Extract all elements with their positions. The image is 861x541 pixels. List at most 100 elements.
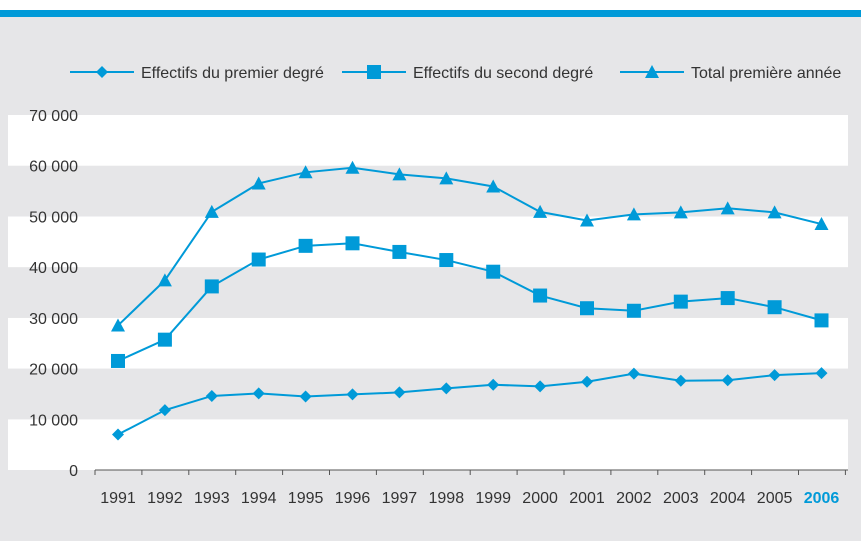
- data-point: [580, 213, 594, 227]
- legend-item: Effectifs du premier degré: [70, 65, 324, 82]
- data-point: [580, 301, 594, 316]
- data-point: [720, 291, 735, 306]
- series-triangle: [111, 160, 829, 332]
- axes: [94, 469, 848, 475]
- x-tick-label: 2005: [757, 490, 793, 507]
- data-point: [767, 300, 782, 315]
- data-point: [486, 264, 501, 279]
- data-point: [204, 279, 219, 294]
- grid-band: [8, 368, 848, 420]
- data-point: [581, 375, 593, 388]
- data-point: [815, 367, 828, 380]
- series-line: [117, 242, 822, 362]
- x-tick-label: 1995: [288, 490, 324, 507]
- data-point: [392, 244, 407, 259]
- y-tick-label: 40 000: [29, 260, 78, 277]
- grid-band: [8, 419, 848, 470]
- data-point: [814, 313, 829, 328]
- data-point: [111, 353, 125, 368]
- x-tick-label: 1992: [147, 490, 183, 507]
- data-point: [673, 205, 688, 219]
- data-point: [626, 207, 641, 221]
- data-point: [157, 273, 172, 287]
- data-point: [487, 378, 500, 391]
- data-point: [346, 388, 359, 401]
- data-point: [205, 389, 218, 402]
- plot-background-bands: [8, 115, 848, 470]
- x-tick-label: 2000: [522, 490, 558, 507]
- legend-marker: [96, 66, 108, 78]
- legend-label: Effectifs du second degré: [413, 65, 593, 82]
- legend-marker: [367, 65, 381, 79]
- y-tick-label: 60 000: [29, 159, 78, 176]
- data-point: [204, 204, 219, 218]
- series-line: [117, 166, 822, 327]
- grid-band: [8, 267, 848, 318]
- data-point: [112, 428, 124, 441]
- grid-band: [8, 165, 848, 217]
- data-point: [298, 165, 313, 179]
- data-point: [251, 252, 266, 267]
- data-point: [767, 205, 782, 219]
- x-tick-label: 1993: [194, 490, 230, 507]
- data-point: [533, 288, 548, 303]
- x-tick-label: 1994: [241, 490, 277, 507]
- x-tick-label: 2001: [569, 490, 605, 507]
- data-point: [298, 238, 313, 253]
- x-tick-label: 1991: [100, 490, 136, 507]
- legend-marker: [645, 65, 659, 78]
- data-point: [440, 382, 453, 395]
- legend-item: Total première année: [620, 65, 841, 82]
- legend-label: Total première année: [691, 65, 841, 82]
- data-point: [627, 367, 640, 380]
- grid-band: [8, 216, 848, 268]
- data-point: [673, 294, 688, 309]
- data-point: [299, 390, 312, 403]
- data-point: [157, 332, 172, 347]
- x-tick-label: 2002: [616, 490, 652, 507]
- data-point: [768, 369, 781, 382]
- y-tick-label: 50 000: [29, 209, 78, 226]
- data-point: [626, 303, 641, 318]
- data-point: [533, 204, 548, 218]
- y-tick-label: 20 000: [29, 362, 78, 379]
- x-tick-label: 1999: [475, 490, 511, 507]
- series-square: [111, 236, 829, 368]
- x-tick-label: 1997: [382, 490, 418, 507]
- data-point: [439, 253, 454, 268]
- y-tick-label: 0: [69, 463, 78, 480]
- y-tick-label: 10 000: [29, 412, 78, 429]
- series-line: [117, 372, 822, 436]
- x-axis-tick-labels: 1991 1992 1993 1994 1995 1996 1997 1998 1999 2000…: [100, 490, 839, 507]
- grid-band: [8, 317, 848, 369]
- data-point: [720, 201, 735, 215]
- data-point: [158, 404, 171, 417]
- data-point: [252, 387, 265, 400]
- legend-item: Effectifs du second degré: [342, 65, 593, 82]
- data-point: [534, 380, 547, 393]
- data-point: [392, 167, 407, 181]
- data-point: [393, 386, 406, 399]
- series-diamond: [112, 367, 828, 441]
- data-point: [486, 179, 501, 193]
- data-point: [674, 374, 687, 387]
- top-accent-bar: [0, 10, 861, 17]
- x-tick-label: 1996: [335, 490, 371, 507]
- data-point: [251, 176, 266, 190]
- data-point: [111, 318, 125, 332]
- x-tick-label: 2003: [663, 490, 699, 507]
- x-tick-label: 2006: [804, 490, 840, 507]
- chart-legend: Effectifs du premier degré Effectifs du s…: [70, 65, 841, 82]
- data-point: [345, 236, 360, 251]
- data-series: [111, 160, 829, 441]
- y-tick-label: 70 000: [29, 108, 78, 125]
- data-point: [721, 374, 734, 387]
- y-tick-label: 30 000: [29, 311, 78, 328]
- legend-label: Effectifs du premier degré: [141, 65, 324, 82]
- data-point: [439, 171, 454, 185]
- x-tick-label: 2004: [710, 490, 746, 507]
- data-point: [814, 217, 829, 231]
- grid-band: [8, 115, 848, 166]
